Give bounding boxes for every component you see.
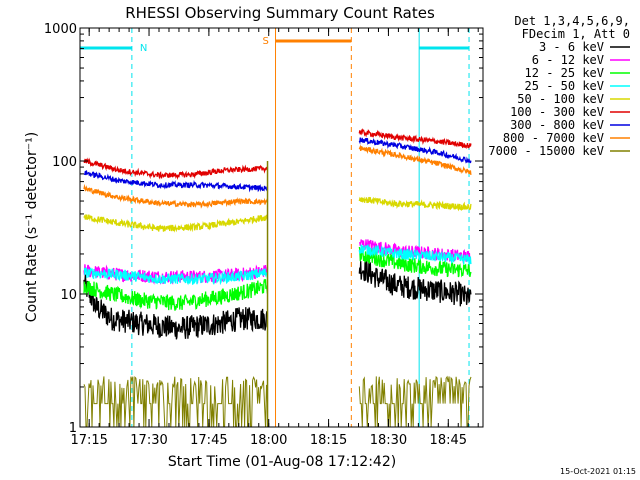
series-line-50-100-kev-seg1 [83,214,269,233]
x-tick-label-4: 18:15 [310,433,347,448]
legend-header-line-2: FDecim 1, Att 0 [522,27,630,41]
series-100-300-kev [83,128,472,180]
footer-timestamp: 15-Oct-2021 01:15 [560,467,636,476]
plot-frame [79,27,484,428]
series-line-25-50-kev-seg2 [358,244,472,266]
x-tick-label-5: 18:30 [370,433,407,448]
series-line-100-300-kev-seg1 [83,157,268,180]
series-line-100-300-kev-seg2 [358,128,472,150]
y-tick-label-1: 10 [60,288,77,303]
x-tick-label-3: 18:00 [250,433,287,448]
series-300-800-kev [83,137,472,193]
y-axis-label: Count Rate (s⁻¹ detector⁻¹) [24,132,40,322]
x-tick-label-6: 18:45 [430,433,467,448]
y-tick-label-2: 100 [52,155,77,170]
saa-label-0: S [263,36,269,47]
legend-label-3-6-kev: 3 - 6 keV [539,40,604,54]
legend-header-line-1: Det 1,3,4,5,6,9, [514,14,630,28]
x-tick-label-2: 17:45 [190,433,227,448]
legend-label-6-12-kev: 6 - 12 keV [532,53,604,67]
series-line-300-800-kev-seg1 [83,170,268,193]
series-line-800-7000-kev-seg2 [358,144,472,175]
legend: Det 1,3,4,5,6,9, FDecim 1, Att 0 3 - 6 k… [488,14,630,158]
plot-area [83,128,472,428]
x-tick-label-1: 17:30 [130,433,167,448]
y-tick-label-0: 1 [69,421,77,436]
chart-title: RHESSI Observing Summary Count Rates [125,4,435,22]
x-tick-label-0: 17:15 [70,433,107,448]
y-tick-label-3: 1000 [44,22,77,37]
legend-label-25-50-kev: 25 - 50 keV [525,79,604,93]
series-line-3-6-kev-seg2 [358,260,472,307]
series-25-50-kev [83,244,472,286]
legend-label-7000-15000-kev: 7000 - 15000 keV [488,144,604,158]
series-50-100-kev [83,196,472,233]
legend-label-12-25-kev: 12 - 25 keV [525,66,604,80]
series-line-3-6-kev-seg1 [83,274,269,340]
series-line-25-50-kev-seg1 [83,266,269,286]
series-3-6-kev [83,260,472,340]
series-line-50-100-kev-seg2 [358,196,472,212]
series-800-7000-kev [83,144,472,209]
axes: 1 10 100 1000 17:15 17:30 17:45 18:00 18:15 18:30… [44,22,483,448]
x-axis-label: Start Time (01-Aug-08 17:12:42) [168,454,396,470]
series-line-800-7000-kev-seg1 [83,183,268,209]
legend-label-300-800-kev: 300 - 800 keV [510,118,604,132]
legend-label-800-7000-kev: 800 - 7000 keV [503,131,604,145]
series-line-12-25-kev-seg1 [83,279,269,311]
night-label-0: N [140,43,147,54]
series-line-300-800-kev-seg2 [358,137,472,164]
legend-label-50-100-kev: 50 - 100 keV [517,92,604,106]
series-line-7000-15000-kev-seg2 [358,375,472,428]
legend-label-100-300-kev: 100 - 300 keV [510,105,604,119]
